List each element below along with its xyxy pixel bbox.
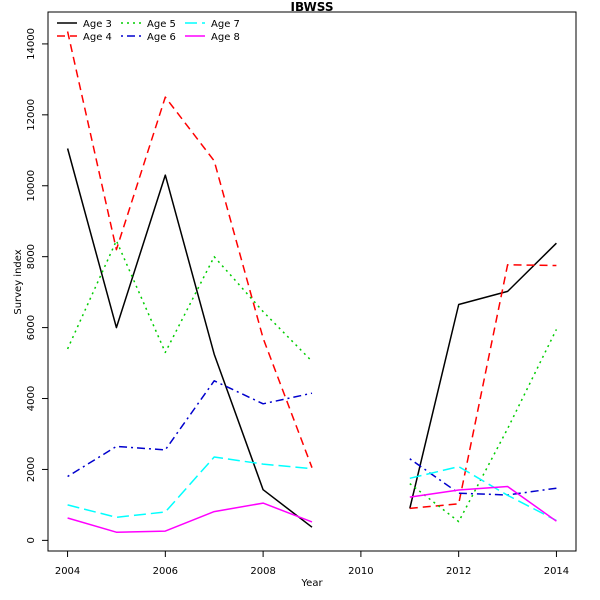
legend-label: Age 3 bbox=[83, 19, 112, 30]
series-line bbox=[409, 329, 558, 523]
series-age-7 bbox=[67, 456, 557, 522]
series-age-5 bbox=[66, 239, 558, 523]
chart-title: IBWSS bbox=[291, 0, 334, 14]
legend-label: Age 5 bbox=[147, 19, 176, 30]
legend-label: Age 6 bbox=[147, 32, 176, 43]
series-line bbox=[67, 456, 313, 519]
series-layer bbox=[66, 31, 558, 533]
series-line bbox=[66, 31, 313, 468]
legend-label: Age 8 bbox=[211, 32, 240, 43]
series-age-4 bbox=[66, 31, 557, 510]
y-axis: 0 2000 4000 6000 8000 10000 12000 14000 bbox=[26, 28, 49, 544]
series-line bbox=[409, 242, 557, 509]
series-line bbox=[409, 458, 557, 496]
series-line bbox=[409, 485, 557, 522]
x-tick-label: 2012 bbox=[446, 566, 471, 577]
legend-label: Age 4 bbox=[83, 32, 112, 43]
y-tick-label: 10000 bbox=[26, 170, 37, 202]
y-tick-label: 12000 bbox=[26, 99, 37, 131]
series-line bbox=[66, 148, 313, 528]
legend-label: Age 7 bbox=[211, 19, 240, 30]
x-tick-label: 2008 bbox=[250, 566, 275, 577]
y-tick-label: 4000 bbox=[26, 386, 37, 411]
series-age-8 bbox=[67, 485, 557, 533]
x-tick-label: 2006 bbox=[153, 566, 178, 577]
series-line bbox=[409, 264, 557, 510]
x-axis-title: Year bbox=[300, 578, 323, 589]
series-line bbox=[67, 380, 313, 478]
y-tick-label: 14000 bbox=[26, 28, 37, 60]
legend: Age 3 Age 4 Age 5 Age 6 Age 7 Age 8 bbox=[57, 19, 240, 43]
series-line bbox=[66, 239, 313, 362]
y-axis-title: Survey index bbox=[13, 249, 24, 314]
y-tick-label: 6000 bbox=[26, 315, 37, 340]
series-age-3 bbox=[66, 148, 557, 528]
series-line bbox=[67, 502, 313, 533]
x-axis: 2004 2006 2008 2010 2012 2014 bbox=[55, 550, 569, 577]
y-tick-label: 2000 bbox=[26, 457, 37, 482]
series-line bbox=[409, 465, 557, 522]
x-tick-label: 2014 bbox=[544, 566, 569, 577]
y-tick-label: 8000 bbox=[26, 244, 37, 269]
x-tick-label: 2004 bbox=[55, 566, 80, 577]
series-age-6 bbox=[67, 380, 557, 496]
x-tick-label: 2010 bbox=[348, 566, 373, 577]
y-tick-label: 0 bbox=[26, 537, 37, 543]
